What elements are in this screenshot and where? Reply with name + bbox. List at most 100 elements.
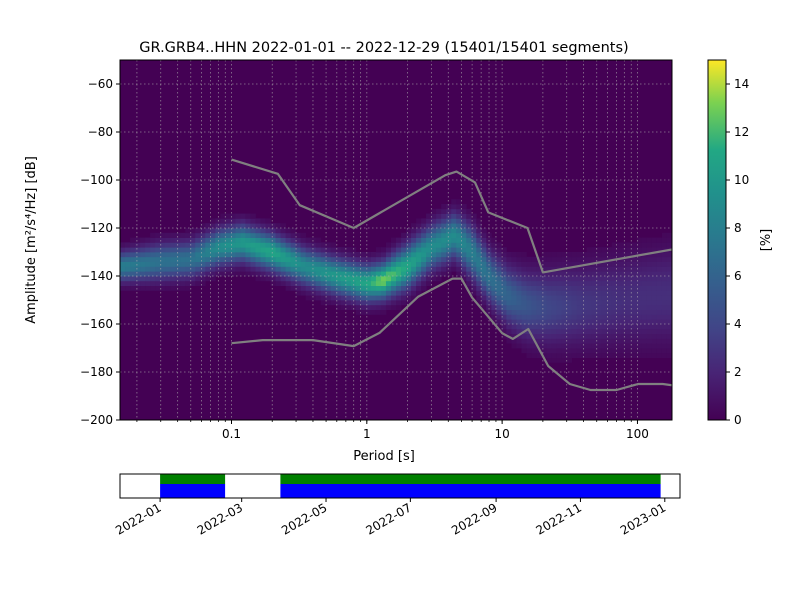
heatmap-cell bbox=[496, 285, 502, 291]
heatmap-cell bbox=[476, 256, 482, 262]
heatmap-cell bbox=[165, 276, 171, 282]
heatmap-cell bbox=[636, 276, 643, 282]
heatmap-cell bbox=[401, 271, 407, 277]
heatmap-cell bbox=[626, 300, 633, 306]
heatmap-cell bbox=[586, 343, 593, 349]
heatmap-cell bbox=[461, 256, 467, 262]
heatmap-cell bbox=[370, 280, 377, 286]
heatmap-cell bbox=[661, 276, 668, 282]
heatmap-cell bbox=[646, 290, 653, 296]
heatmap-cell bbox=[471, 271, 477, 277]
heatmap-cell bbox=[591, 333, 598, 339]
heatmap-cell bbox=[661, 352, 668, 358]
heatmap-cell bbox=[521, 309, 527, 315]
heatmap-cell bbox=[145, 266, 151, 272]
heatmap-cell bbox=[626, 242, 633, 248]
heatmap-cell bbox=[160, 271, 166, 277]
heatmap-cell bbox=[626, 343, 633, 349]
heatmap-cell bbox=[651, 309, 658, 315]
heatmap-cell bbox=[360, 256, 367, 262]
heatmap-cell bbox=[165, 252, 171, 258]
heatmap-cell bbox=[576, 343, 583, 349]
heatmap-cell bbox=[616, 261, 623, 267]
heatmap-cell bbox=[611, 352, 618, 358]
heatmap-cell bbox=[591, 314, 598, 320]
heatmap-cell bbox=[531, 261, 537, 267]
heatmap-cell bbox=[225, 213, 231, 219]
heatmap-cell bbox=[521, 266, 527, 272]
heatmap-cell bbox=[160, 276, 166, 282]
heatmap-cell bbox=[581, 271, 588, 277]
heatmap-cell bbox=[521, 333, 527, 339]
heatmap-cell bbox=[551, 280, 557, 286]
heatmap-cell bbox=[416, 266, 422, 272]
heatmap-cell bbox=[651, 290, 658, 296]
heatmap-cell bbox=[300, 237, 307, 243]
heatmap-cell bbox=[300, 285, 307, 291]
heatmap-cell bbox=[300, 256, 307, 262]
heatmap-cell bbox=[370, 261, 377, 267]
heatmap-cell bbox=[536, 280, 542, 286]
heatmap-cell bbox=[345, 271, 352, 277]
heatmap-cell bbox=[591, 290, 598, 296]
heatmap-cell bbox=[481, 280, 487, 286]
heatmap-cell bbox=[556, 276, 562, 282]
heatmap-cell bbox=[561, 348, 568, 354]
heatmap-cell bbox=[476, 261, 482, 267]
heatmap-cell bbox=[556, 304, 562, 310]
heatmap-cell bbox=[335, 252, 342, 258]
heatmap-cell bbox=[295, 276, 302, 282]
heatmap-cell bbox=[496, 261, 502, 267]
heatmap-cell bbox=[531, 343, 537, 349]
heatmap-cell bbox=[561, 357, 568, 363]
heatmap-cell bbox=[436, 228, 442, 234]
heatmap-cell bbox=[290, 280, 297, 286]
heatmap-cell bbox=[390, 237, 397, 243]
heatmap-cell bbox=[556, 338, 562, 344]
heatmap-cell bbox=[370, 295, 377, 301]
heatmap-cell bbox=[621, 276, 628, 282]
heatmap-cell bbox=[551, 324, 557, 330]
heatmap-cell bbox=[416, 256, 422, 262]
heatmap-cell bbox=[551, 309, 557, 315]
heatmap-cell bbox=[310, 280, 317, 286]
heatmap-cell bbox=[250, 252, 256, 258]
heatmap-cell bbox=[546, 300, 552, 306]
heatmap-cell bbox=[621, 343, 628, 349]
heatmap-cell bbox=[225, 223, 231, 229]
heatmap-cell bbox=[571, 324, 578, 330]
heatmap-cell bbox=[145, 242, 151, 248]
heatmap-cell bbox=[160, 237, 166, 243]
heatmap-cell bbox=[320, 247, 327, 253]
heatmap-cell bbox=[380, 276, 387, 282]
heatmap-cell bbox=[250, 213, 256, 219]
heatmap-cell bbox=[255, 271, 261, 277]
heatmap-cell bbox=[340, 300, 347, 306]
heatmap-cell bbox=[220, 266, 226, 272]
heatmap-cell bbox=[666, 348, 672, 354]
heatmap-cell bbox=[466, 276, 472, 282]
heatmap-cell bbox=[576, 300, 583, 306]
heatmap-cell bbox=[411, 280, 417, 286]
heatmap-cell bbox=[501, 304, 507, 310]
y-tick-label: −140 bbox=[80, 269, 113, 283]
heatmap-cell bbox=[631, 333, 638, 339]
colorbar-tick-label: 8 bbox=[734, 221, 742, 235]
heatmap-cell bbox=[556, 328, 562, 334]
heatmap-cell bbox=[250, 242, 256, 248]
noise-models bbox=[231, 158, 672, 392]
heatmap-cell bbox=[456, 208, 462, 214]
heatmap-cell bbox=[340, 266, 347, 272]
heatmap-cell bbox=[601, 285, 608, 291]
heatmap-cell bbox=[586, 348, 593, 354]
heatmap-cell bbox=[586, 285, 593, 291]
heatmap-cell bbox=[656, 280, 663, 286]
heatmap-cell bbox=[631, 252, 638, 258]
heatmap-cell bbox=[616, 338, 623, 344]
heatmap-cell bbox=[245, 247, 251, 253]
heatmap-cell bbox=[511, 295, 517, 301]
heatmap-cell bbox=[656, 271, 663, 277]
heatmap-cell bbox=[355, 266, 362, 272]
heatmap-cell bbox=[235, 252, 241, 258]
